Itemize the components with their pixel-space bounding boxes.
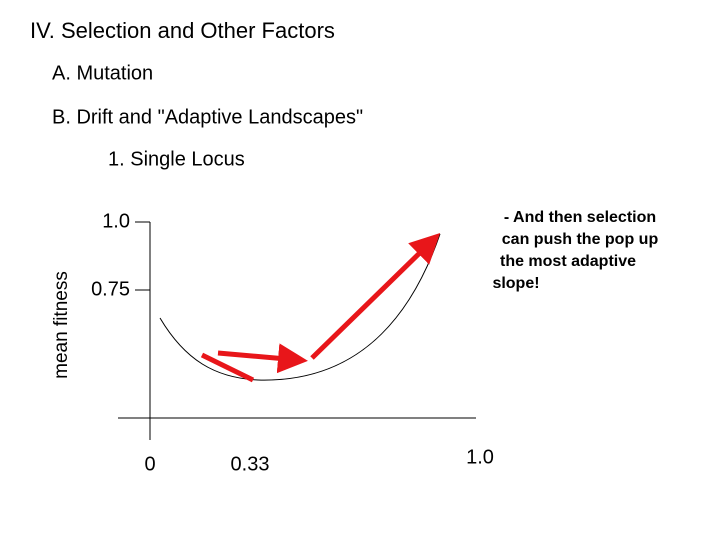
drift-segment	[200, 352, 255, 383]
fitness-curve	[159, 233, 441, 381]
slide-title: IV. Selection and Other Factors	[30, 18, 335, 43]
outline-item: 1. Single Locus	[108, 148, 245, 170]
y-axis-label: mean fitness	[51, 271, 72, 379]
outline-item: B. Drift and "Adaptive Landscapes"	[52, 106, 363, 128]
y-tick-label: 1.0	[102, 210, 130, 232]
figure: 1.0 0.75 0 0.33 1.0 mean fitness - And t…	[51, 209, 658, 475]
annotation-line: slope!	[492, 275, 539, 292]
annotation-line: the most adaptive	[500, 253, 636, 270]
x-tick-label: 1.0	[466, 446, 494, 468]
drift-arrow	[217, 343, 308, 374]
y-tick-label: 0.75	[91, 278, 130, 300]
selection-arrow	[310, 233, 441, 360]
x-tick-label: 0.33	[231, 453, 270, 475]
annotation: - And then selection can push the pop up…	[492, 209, 658, 292]
x-tick-label: 0	[144, 453, 155, 475]
outline-item: A. Mutation	[52, 62, 153, 84]
annotation-line: can push the pop up	[502, 231, 659, 248]
annotation-line: - And then selection	[504, 209, 656, 226]
